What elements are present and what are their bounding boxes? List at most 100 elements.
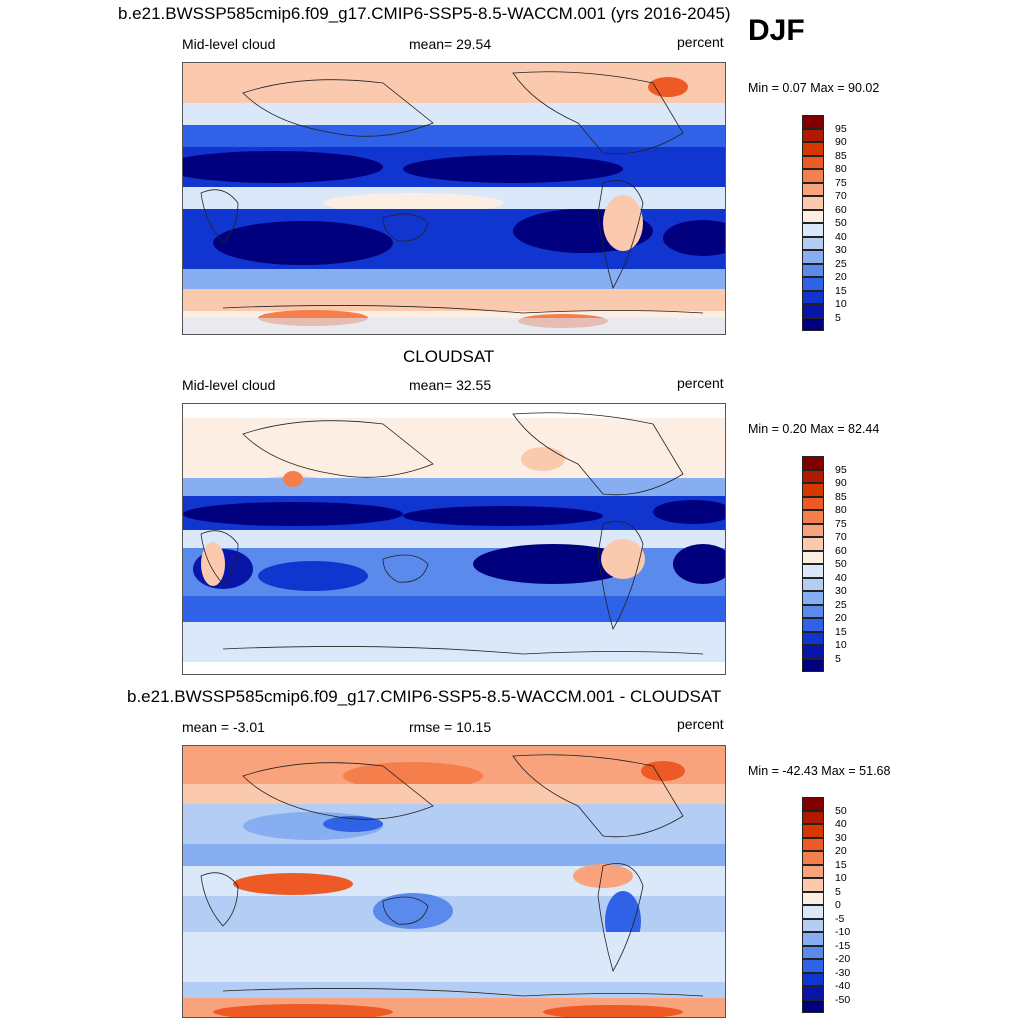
colorbar-swatch	[802, 277, 824, 291]
colorbar-swatch	[802, 864, 824, 878]
colorbar-tick-label: 50	[835, 217, 847, 229]
colorbar-tick-label: -30	[835, 966, 851, 979]
colorbar-swatch	[802, 604, 824, 618]
panel-2-mean-label: mean= 32.55	[409, 377, 492, 393]
panel-2-contour-plot	[183, 404, 725, 674]
colorbar-swatch	[802, 905, 824, 919]
colorbar-tick-label: -50	[835, 993, 851, 1006]
panel-1-title: b.e21.BWSSP585cmip6.f09_g17.CMIP6-SSP5-8…	[118, 4, 731, 23]
colorbar-tick-label: 15	[835, 858, 847, 871]
colorbar-tick-label: 15	[835, 284, 847, 297]
colorbar-swatch	[802, 810, 824, 824]
colorbar-swatch	[802, 837, 824, 851]
colorbar-swatch	[802, 577, 824, 591]
panel-1-minmax: Min = 0.07 Max = 90.02	[748, 81, 880, 95]
colorbar-tick-label: 5	[835, 885, 841, 898]
panel-2-title: CLOUDSAT	[403, 347, 495, 366]
colorbar-swatch	[802, 155, 824, 169]
colorbar-tick-label: 40	[835, 230, 847, 243]
colorbar-tick-label: 30	[835, 585, 847, 597]
colorbar-tick-label: 25	[835, 598, 847, 611]
colorbar-swatch	[802, 591, 824, 605]
colorbar-tick-label: 70	[835, 531, 847, 543]
colorbar-tick-label: 30	[835, 244, 847, 256]
colorbar-swatch	[802, 564, 824, 578]
panel-3-contour-plot	[183, 746, 725, 1017]
colorbar-tick-label: -5	[835, 912, 845, 925]
colorbar-tick-label: 10	[835, 298, 847, 310]
colorbar-swatch	[802, 878, 824, 892]
colorbar-swatch	[802, 236, 824, 250]
colorbar-swatch	[802, 169, 824, 183]
colorbar-tick-label: 50	[835, 804, 847, 817]
colorbar-swatch	[802, 918, 824, 932]
colorbar-tick-label: 10	[835, 872, 847, 884]
colorbar-swatch	[802, 317, 824, 331]
panel-1-map	[182, 62, 726, 335]
colorbar-swatch	[802, 496, 824, 510]
colorbar-swatch	[802, 537, 824, 551]
colorbar-tick-label: 90	[835, 136, 847, 148]
panel-3-title: b.e21.BWSSP585cmip6.f09_g17.CMIP6-SSP5-8…	[127, 687, 722, 706]
colorbar-swatch	[802, 483, 824, 497]
panel-1-contour-plot	[183, 63, 725, 334]
colorbar-swatch	[802, 631, 824, 645]
colorbar-tick-label: 75	[835, 517, 847, 530]
colorbar-tick-label: 70	[835, 190, 847, 202]
panel-3-rmse-label: rmse = 10.15	[409, 719, 492, 735]
colorbar-swatch	[802, 999, 824, 1013]
colorbar-swatch	[802, 290, 824, 304]
colorbar-swatch	[802, 115, 824, 129]
colorbar-tick-label: 60	[835, 544, 847, 557]
colorbar-swatch	[802, 986, 824, 1000]
colorbar-swatch	[802, 932, 824, 946]
panel-2-units-label: percent	[677, 375, 724, 391]
colorbar-swatch	[802, 618, 824, 632]
colorbar-swatch	[802, 469, 824, 483]
colorbar-swatch	[802, 196, 824, 210]
colorbar-swatch	[802, 851, 824, 865]
colorbar-swatch	[802, 263, 824, 277]
colorbar-tick-label: 10	[835, 639, 847, 651]
season-label: DJF	[748, 14, 805, 47]
colorbar-tick-label: 95	[835, 463, 847, 476]
panel-1-variable-label: Mid-level cloud	[182, 36, 276, 52]
panel-1-mean-label: mean= 29.54	[409, 36, 492, 52]
colorbar-tick-label: 40	[835, 571, 847, 584]
colorbar-swatch	[802, 658, 824, 672]
colorbar-swatch	[802, 510, 824, 524]
colorbar-tick-label: 60	[835, 203, 847, 216]
colorbar-tick-label: 0	[835, 899, 841, 911]
colorbar-tick-label: 30	[835, 831, 847, 844]
colorbar-tick-label: 75	[835, 176, 847, 189]
colorbar-tick-label: 5	[835, 311, 841, 324]
colorbar-tick-label: 95	[835, 122, 847, 135]
colorbar-tick-label: 15	[835, 625, 847, 638]
colorbar-swatch	[802, 824, 824, 838]
colorbar-swatch	[802, 142, 824, 156]
panel-2-map	[182, 403, 726, 675]
colorbar-tick-label: 5	[835, 652, 841, 665]
colorbar-swatch	[802, 456, 824, 470]
colorbar-swatch	[802, 223, 824, 237]
colorbar-tick-label: 80	[835, 504, 847, 516]
colorbar-swatch	[802, 523, 824, 537]
colorbar-tick-label: 25	[835, 257, 847, 270]
colorbar-swatch	[802, 550, 824, 564]
colorbar-tick-label: -20	[835, 953, 851, 965]
colorbar-swatch	[802, 182, 824, 196]
colorbar-tick-label: 40	[835, 818, 847, 830]
colorbar-tick-label: 90	[835, 477, 847, 489]
colorbar-swatch	[802, 645, 824, 659]
colorbar-swatch	[802, 304, 824, 318]
panel-3-map	[182, 745, 726, 1018]
colorbar-swatch	[802, 945, 824, 959]
colorbar-tick-label: 20	[835, 612, 847, 624]
panel-3-units-label: percent	[677, 716, 724, 732]
colorbar-tick-label: 20	[835, 271, 847, 283]
colorbar-swatch	[802, 209, 824, 223]
colorbar-tick-label: -10	[835, 926, 851, 938]
colorbar-swatch	[802, 891, 824, 905]
panel-1-units-label: percent	[677, 34, 724, 50]
colorbar-swatch	[802, 250, 824, 264]
